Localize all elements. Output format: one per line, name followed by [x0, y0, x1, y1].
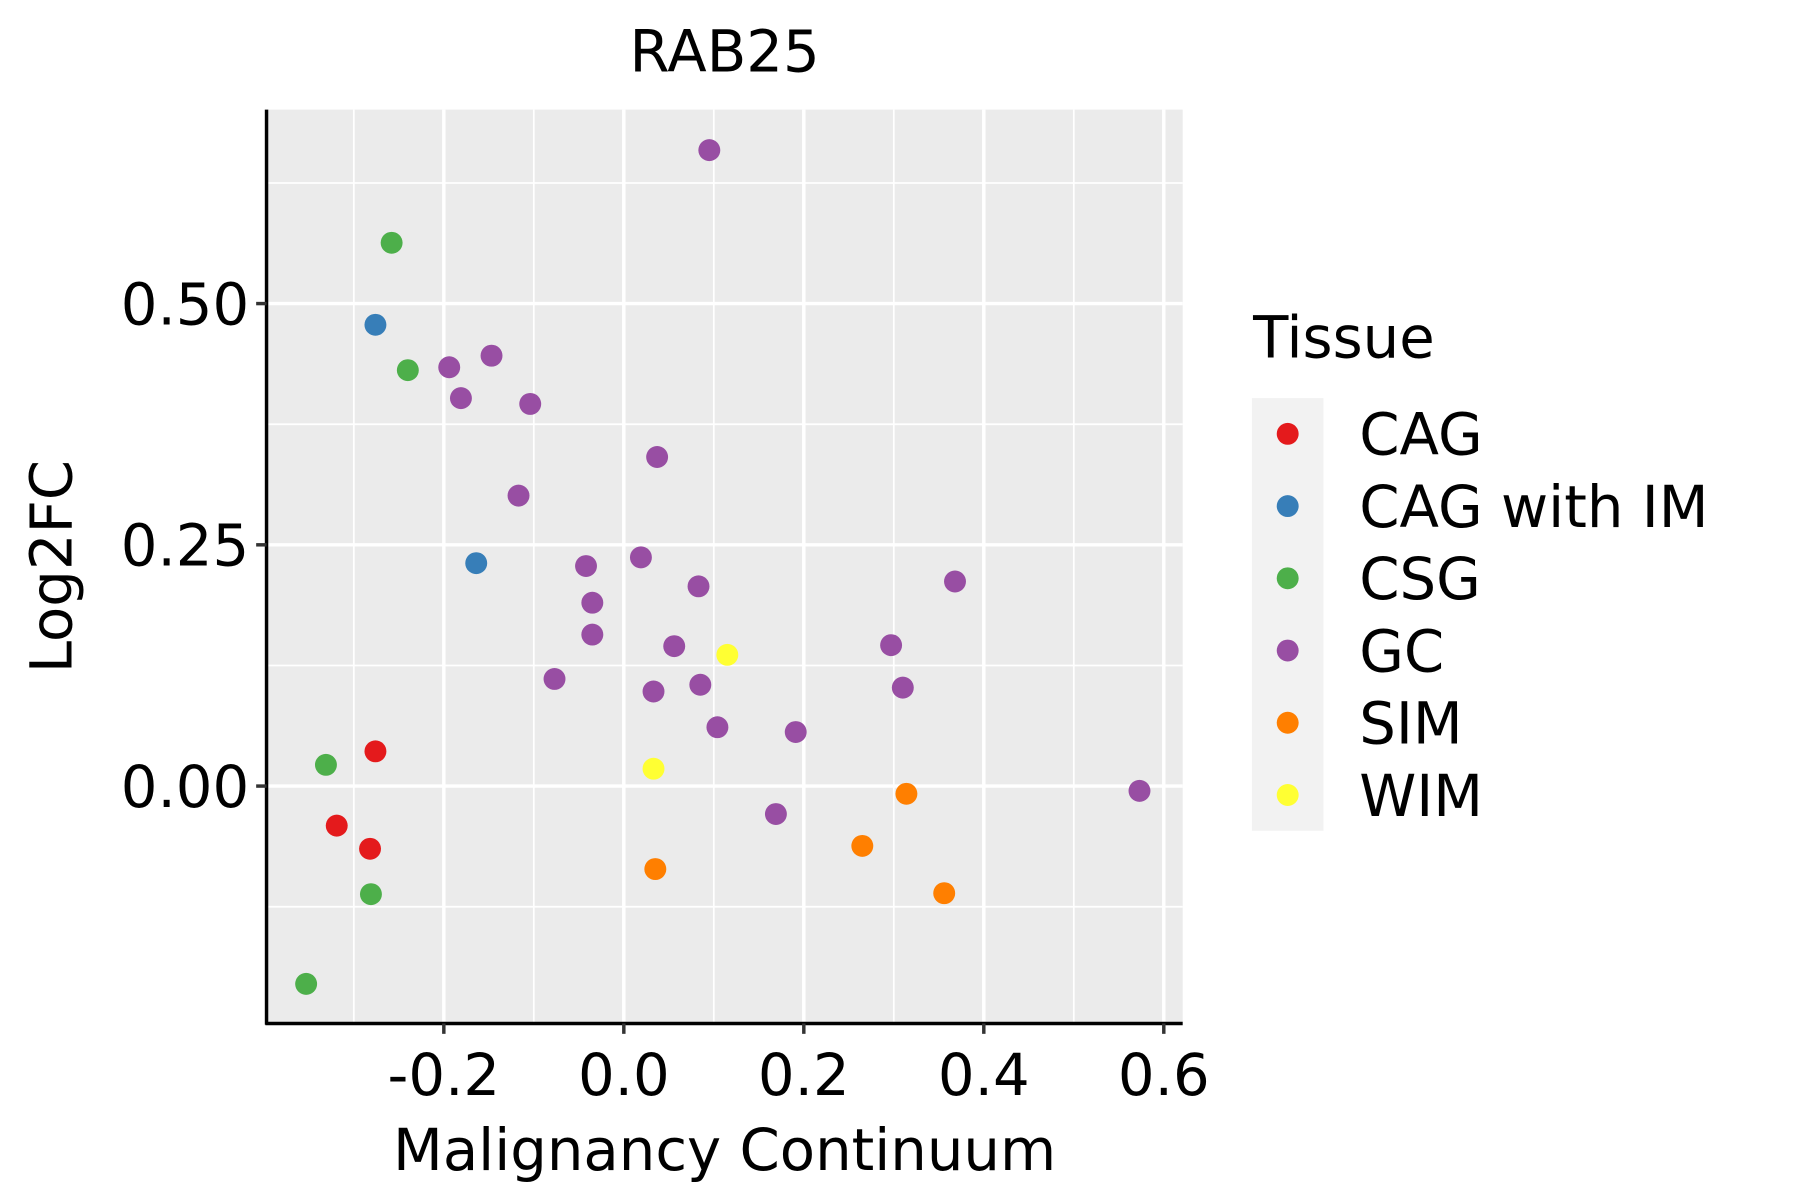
data-point-gc: [480, 344, 503, 367]
x-tick-label: 0.4: [938, 1041, 1030, 1109]
x-axis-ticks: -0.2 0.0 0.2 0.4 0.6: [388, 1023, 1210, 1109]
data-point-gc: [663, 635, 686, 658]
data-point-gc: [629, 546, 652, 569]
data-points: [295, 139, 1151, 995]
data-point-gc: [519, 392, 542, 415]
data-point-sim: [851, 834, 874, 857]
x-tick-label: 0.6: [1118, 1041, 1210, 1109]
grid-lines: [266, 109, 1183, 1024]
data-point-gc: [575, 555, 597, 578]
data-point-gc: [642, 680, 665, 703]
data-point-gc: [764, 803, 787, 826]
data-point-csg: [295, 972, 318, 995]
data-point-gc: [706, 716, 729, 739]
legend-label: CAG with IM: [1359, 473, 1708, 541]
data-point-cag-with-im: [465, 552, 488, 575]
legend-key-cag-with-im: [1276, 495, 1299, 518]
data-point-csg: [359, 883, 382, 906]
x-tick-label: 0.0: [578, 1041, 670, 1109]
data-point-csg: [380, 231, 403, 254]
data-point-gc: [689, 673, 712, 696]
legend-key-wim: [1276, 784, 1299, 806]
data-point-gc: [507, 484, 530, 507]
data-point-csg: [396, 359, 419, 382]
legend-key-sim: [1276, 711, 1299, 734]
legend-label: CAG: [1359, 401, 1482, 469]
data-point-gc: [880, 634, 903, 657]
data-point-gc: [1128, 779, 1151, 802]
x-axis-label: Malignancy Continuum: [393, 1116, 1056, 1184]
data-point-gc: [581, 591, 604, 614]
data-point-gc: [449, 387, 472, 410]
data-point-wim: [716, 643, 739, 666]
data-point-cag-with-im: [364, 313, 387, 336]
data-point-gc: [581, 623, 604, 646]
y-axis-ticks: 0.00 0.25 0.50: [121, 270, 267, 821]
data-point-gc: [687, 575, 710, 598]
data-point-gc: [646, 446, 669, 468]
data-point-gc: [543, 667, 566, 690]
plot-panel: [266, 109, 1183, 1024]
data-point-cag: [364, 740, 387, 763]
data-point-sim: [933, 882, 956, 905]
data-point-gc: [784, 721, 807, 743]
data-point-cag: [359, 837, 381, 860]
data-point-csg: [314, 753, 337, 776]
legend-label: WIM: [1359, 762, 1483, 830]
legend-label: CSG: [1359, 545, 1481, 613]
x-tick-label: -0.2: [388, 1041, 501, 1109]
data-point-cag: [325, 814, 348, 837]
legend-key-cag: [1276, 422, 1299, 445]
legend-key-gc: [1276, 639, 1299, 662]
legend-key-background: [1251, 398, 1324, 831]
legend-label: GC: [1359, 617, 1444, 685]
legend-label: SIM: [1359, 690, 1462, 758]
data-point-gc: [944, 570, 966, 593]
legend-key-csg: [1276, 567, 1299, 590]
data-point-gc: [891, 676, 914, 699]
data-point-sim: [644, 858, 667, 881]
data-point-gc: [438, 356, 461, 379]
legend-title: Tissue: [1252, 304, 1435, 372]
data-point-sim: [895, 782, 918, 805]
y-axis-label: Log2FC: [18, 460, 86, 673]
chart-title: RAB25: [630, 18, 820, 86]
data-point-wim: [642, 757, 665, 780]
x-tick-label: 0.2: [758, 1041, 850, 1109]
y-tick-label: 0.50: [121, 270, 249, 338]
y-tick-label: 0.00: [121, 753, 249, 821]
data-point-gc: [698, 139, 721, 162]
y-tick-label: 0.25: [121, 512, 249, 580]
